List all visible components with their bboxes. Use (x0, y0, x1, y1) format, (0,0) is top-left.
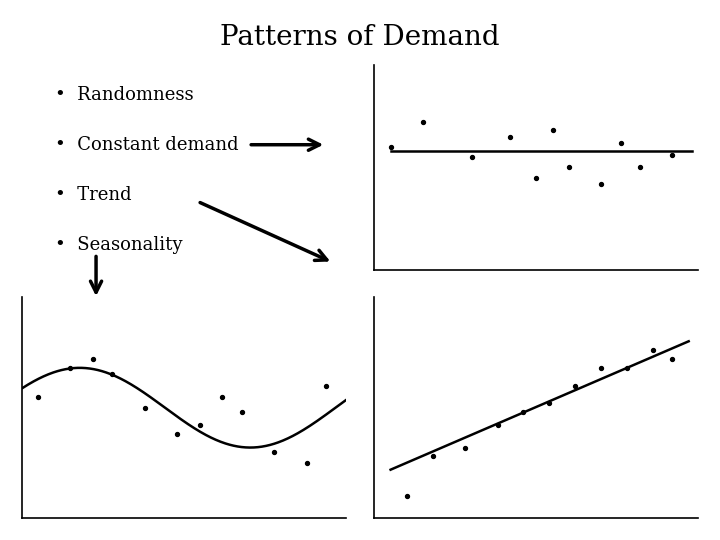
Text: •  Randomness: • Randomness (55, 86, 194, 104)
Text: •  Constant demand: • Constant demand (55, 136, 239, 154)
Point (615, 138, 626, 147)
Point (621, 363, 633, 372)
Point (32, 392, 43, 401)
Point (194, 421, 206, 430)
Point (107, 370, 118, 379)
Text: •  Trend: • Trend (55, 186, 132, 204)
Point (647, 346, 659, 354)
Point (531, 173, 542, 182)
Point (139, 403, 150, 412)
Text: •  Seasonality: • Seasonality (55, 235, 183, 253)
Point (595, 363, 607, 372)
Point (634, 163, 646, 172)
Point (595, 179, 607, 188)
Point (418, 118, 429, 126)
Point (563, 163, 575, 172)
Point (320, 381, 332, 390)
Point (236, 408, 248, 416)
Point (492, 421, 503, 430)
Point (544, 399, 555, 408)
Point (466, 153, 477, 161)
Point (667, 151, 678, 159)
Point (427, 452, 438, 461)
Point (87, 355, 99, 363)
Point (518, 408, 529, 416)
Point (217, 392, 228, 401)
Point (547, 126, 559, 135)
Point (269, 448, 280, 456)
Point (505, 132, 516, 141)
Point (459, 443, 471, 452)
Point (570, 381, 581, 390)
Point (385, 143, 397, 151)
Point (667, 355, 678, 363)
Text: Patterns of Demand: Patterns of Demand (220, 24, 500, 51)
Point (171, 430, 183, 438)
Point (301, 458, 312, 467)
Point (401, 492, 413, 501)
Point (65, 363, 76, 372)
